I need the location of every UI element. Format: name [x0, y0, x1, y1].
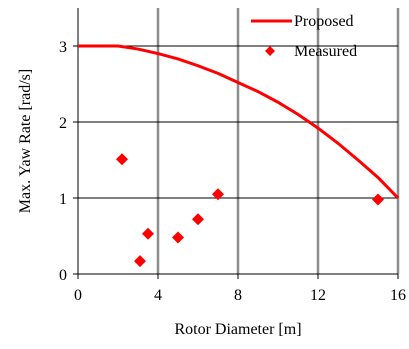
x-tick-label: 4	[154, 287, 162, 304]
series-layer	[78, 44, 400, 268]
data-point-measured	[134, 255, 146, 268]
y-tick-label: 0	[59, 267, 67, 284]
data-point-measured	[172, 231, 184, 244]
data-point-measured	[116, 153, 128, 166]
legend-label-proposed: Proposed	[294, 13, 354, 30]
data-point-measured	[372, 193, 384, 206]
y-tick-label: 3	[59, 39, 67, 56]
y-tick-label: 2	[59, 115, 67, 132]
x-tick-label: 12	[310, 287, 326, 304]
y-tick-label: 1	[59, 191, 67, 208]
y-axis-label: Max. Yaw Rate [rad/s]	[17, 69, 34, 213]
legend-label-measured: Measured	[294, 43, 357, 60]
x-axis-label: Rotor Diameter [m]	[174, 321, 301, 338]
data-point-measured	[212, 188, 224, 201]
legend-marker-measured	[265, 46, 275, 56]
x-tick-label: 0	[74, 287, 82, 304]
legend: Proposed Measured	[251, 13, 357, 60]
grid-layer	[78, 8, 400, 274]
x-tick-label: 8	[234, 287, 242, 304]
x-tick-label: 16	[390, 287, 406, 304]
data-point-measured	[192, 213, 204, 226]
data-point-measured	[142, 227, 154, 240]
series-line-proposed	[78, 44, 400, 200]
